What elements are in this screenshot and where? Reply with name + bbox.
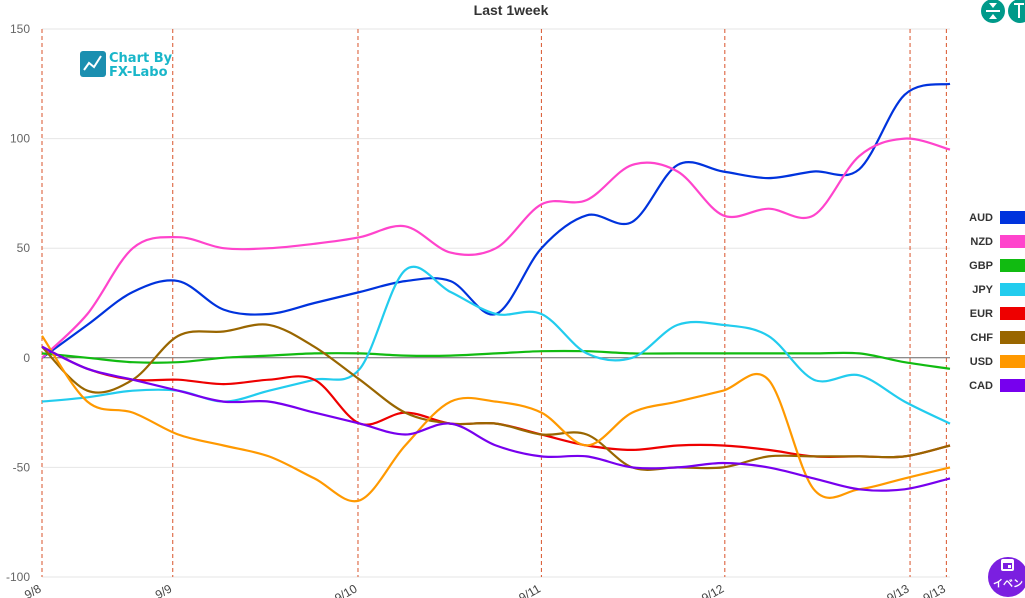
- series-line-aud: [41, 82, 951, 359]
- legend-item-gbp[interactable]: GBP: [969, 259, 1025, 272]
- grid-lines: [42, 28, 950, 578]
- legend-swatch-eur: [1000, 307, 1025, 320]
- collapse-button[interactable]: [981, 0, 1005, 23]
- x-tick-label-2: 9/10: [332, 581, 360, 598]
- legend-swatch-chf: [1000, 331, 1025, 344]
- x-tick-label-3: 9/11: [516, 581, 543, 598]
- legend-item-cad[interactable]: CAD: [969, 379, 1025, 392]
- legend-label-aud: AUD: [969, 212, 993, 224]
- legend-swatch-gbp: [1000, 259, 1025, 272]
- series-line-jpy: [41, 265, 951, 425]
- logo-line2: FX-Labo: [109, 65, 168, 80]
- series-line-usd: [41, 335, 951, 503]
- legend-swatch-jpy: [1000, 283, 1025, 296]
- legend-label-usd: USD: [970, 356, 993, 368]
- expand-button[interactable]: [1008, 0, 1025, 23]
- legend-label-nzd: NZD: [970, 236, 993, 248]
- day-separators: [41, 29, 947, 577]
- legend-swatch-nzd: [1000, 235, 1025, 248]
- y-tick-label-3: 0: [23, 351, 30, 365]
- chart-title: Last 1week: [474, 2, 549, 18]
- legend-swatch-usd: [1000, 355, 1025, 368]
- expand-icon: [1014, 3, 1024, 18]
- legend-item-nzd[interactable]: NZD: [970, 235, 1025, 248]
- chart-logo-icon: [80, 51, 106, 77]
- chart-by-logo: Chart By FX-Labo: [80, 51, 173, 80]
- x-tick-label-5: 9/13: [884, 581, 912, 598]
- event-label: イベン: [993, 578, 1023, 590]
- y-tick-label-2: 50: [17, 241, 31, 255]
- legend-item-chf[interactable]: CHF: [970, 331, 1025, 344]
- series-line-chf: [41, 323, 951, 471]
- legend-label-cad: CAD: [969, 380, 993, 392]
- y-tick-label-0: 150: [10, 22, 30, 36]
- legend-item-aud[interactable]: AUD: [969, 211, 1025, 224]
- legend-item-usd[interactable]: USD: [970, 355, 1025, 368]
- chart-logo-glyph: [83, 55, 102, 71]
- legend-label-gbp: GBP: [969, 260, 993, 272]
- calendar-icon: [1001, 559, 1014, 571]
- legend-label-chf: CHF: [970, 332, 993, 344]
- legend-item-eur[interactable]: EUR: [970, 307, 1025, 320]
- series-line-cad: [41, 345, 951, 492]
- y-axis: 150 100 50 0 -50 -100: [6, 22, 30, 584]
- legend-swatch-cad: [1000, 379, 1025, 392]
- series-lines: [41, 82, 951, 503]
- series-line-nzd: [41, 137, 951, 359]
- x-axis: 9/8 9/9 9/10 9/11 9/12 9/13 9/13: [22, 581, 948, 598]
- legend-item-jpy[interactable]: JPY: [972, 283, 1025, 296]
- y-tick-label-4: -50: [13, 460, 31, 474]
- y-tick-label-1: 100: [10, 132, 30, 146]
- legend-label-eur: EUR: [970, 308, 993, 320]
- legend-label-jpy: JPY: [972, 284, 993, 296]
- x-tick-label-1: 9/9: [153, 581, 175, 598]
- x-tick-label-6: 9/13: [921, 581, 949, 598]
- series-line-gbp: [41, 349, 951, 370]
- logo-line1: Chart By: [109, 51, 173, 66]
- x-tick-label-4: 9/12: [699, 581, 727, 598]
- legend-swatch-aud: [1000, 211, 1025, 224]
- collapse-icon: [986, 3, 1000, 19]
- y-tick-label-5: -100: [6, 570, 30, 584]
- event-button[interactable]: イベン: [988, 557, 1025, 597]
- legend[interactable]: AUD NZD GBP JPY EUR CHF USD CAD: [969, 211, 1025, 392]
